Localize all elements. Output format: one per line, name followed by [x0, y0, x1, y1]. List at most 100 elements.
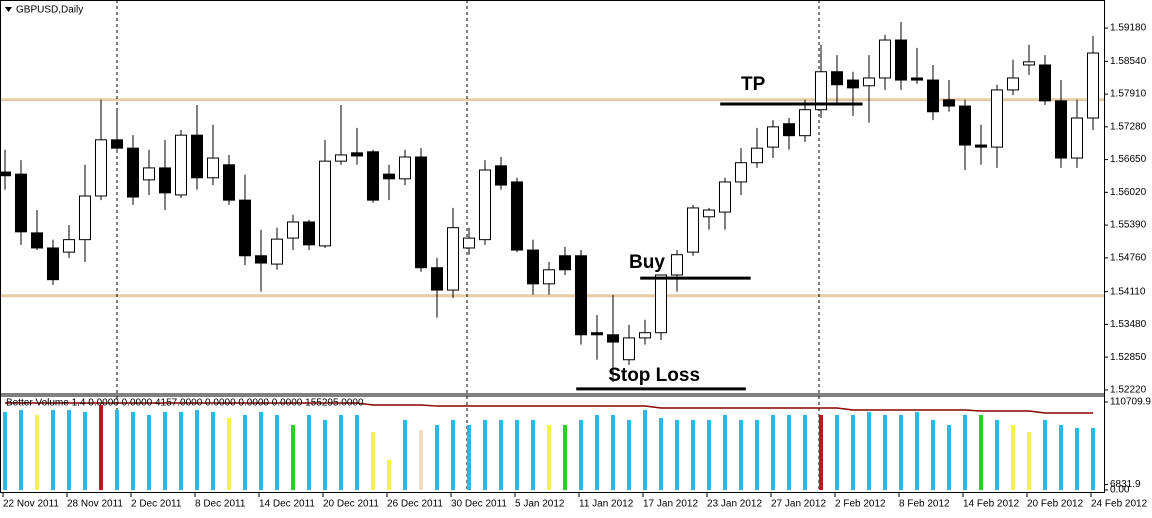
volume-bar [387, 460, 391, 490]
candle-body [79, 195, 91, 241]
candle-body [463, 237, 475, 249]
levels [0, 98, 1104, 298]
candle-body [367, 151, 379, 201]
candle-body [847, 79, 859, 89]
volume-bar [627, 419, 631, 490]
x-tick-label: 14 Feb 2012 [963, 499, 1020, 510]
volume-bar [755, 419, 759, 490]
candle-body [719, 181, 731, 213]
volume-bar [291, 424, 295, 490]
volume-average [5, 402, 1093, 414]
y-tick-label: 110709.9 [1110, 397, 1151, 408]
candle-body [495, 165, 507, 186]
candle-body [1039, 64, 1051, 102]
candle-body [239, 199, 251, 257]
candle-body [671, 254, 683, 276]
volume-bar [659, 417, 663, 490]
candle-body [687, 207, 699, 253]
candle-body [415, 156, 427, 269]
candle-body [447, 227, 459, 291]
y-tick-label: 0.00 [1110, 485, 1130, 496]
annotation-label: Stop Loss [608, 365, 700, 386]
volume-bar [803, 414, 807, 490]
candle-body [143, 167, 155, 181]
candle-body [95, 139, 107, 197]
candle-body [575, 255, 587, 336]
x-tick-label: 23 Jan 2012 [707, 499, 762, 510]
candle-body [1023, 61, 1035, 66]
volume-bar [563, 424, 567, 490]
volume-bar [1027, 431, 1031, 490]
candle-body [31, 232, 43, 249]
volume-bar [947, 424, 951, 490]
x-tick-label: 14 Dec 2011 [259, 499, 315, 510]
volume-bar [99, 405, 103, 490]
candle-body [399, 156, 411, 180]
volume-bar [195, 410, 199, 490]
volume-bar [3, 412, 7, 490]
volume-bar [451, 419, 455, 490]
volume-bar [883, 414, 887, 490]
candle-body [111, 139, 123, 149]
candle-body [815, 71, 827, 111]
candle-body [831, 71, 843, 86]
candle-body [479, 169, 491, 241]
menu-arrow[interactable] [5, 7, 12, 12]
volume-bar [243, 414, 247, 490]
annotation-label: Buy [629, 252, 665, 273]
volume-bar [211, 412, 215, 490]
candle-body [1087, 52, 1099, 119]
volume-bar [19, 410, 23, 490]
candle-body [799, 109, 811, 137]
volume-bar [1091, 428, 1095, 490]
volume-bar [819, 414, 823, 490]
volume-bar [371, 431, 375, 490]
candle-body [911, 77, 923, 81]
candle-body [863, 77, 875, 87]
volume-bar [227, 417, 231, 490]
x-tick-label: 17 Jan 2012 [643, 499, 698, 510]
candle-body [927, 79, 939, 113]
candle-body [191, 134, 203, 179]
y-tick-label: 1.55390 [1110, 220, 1147, 231]
volume-bar [547, 424, 551, 490]
volume [3, 402, 1095, 490]
x-tick-label: 27 Jan 2012 [771, 499, 826, 510]
candle-body [351, 152, 363, 157]
candle-body [559, 255, 571, 271]
candle-body [255, 255, 267, 264]
volume-bar [467, 424, 471, 490]
candle-body [1007, 77, 1019, 91]
volume-bar [499, 419, 503, 490]
volume-bar [595, 414, 599, 490]
indicator-title: Better Volume 1.4 0.0000 0.0000 4157.000… [6, 398, 364, 409]
plot-border [0, 0, 1105, 493]
candles: TP Buy Stop Loss [0, 21, 1099, 391]
volume-bar [787, 414, 791, 490]
candle-body [735, 162, 747, 183]
volume-bar [771, 414, 775, 490]
y-tick-label: 1.52850 [1110, 352, 1147, 363]
x-tick-label: 20 Dec 2011 [323, 499, 379, 510]
y-tick-label: 1.58540 [1110, 56, 1147, 67]
y-tick-label: 1.56020 [1110, 187, 1147, 198]
volume-bar [131, 412, 135, 490]
volume-bar [339, 414, 343, 490]
x-tick-label: 24 Feb 2012 [1091, 499, 1148, 510]
candle-body [623, 337, 635, 361]
candle-body [159, 167, 171, 194]
candle-body [207, 157, 219, 179]
volume-bar [515, 419, 519, 490]
candle-body [223, 164, 235, 201]
volume-bar [115, 410, 119, 490]
candle-body [431, 267, 443, 291]
candle-body [607, 334, 619, 343]
volume-bar [707, 419, 711, 490]
candle-body [287, 221, 299, 239]
x-tick-label: 20 Feb 2012 [1027, 499, 1084, 510]
candle-body [303, 221, 315, 246]
volume-bar [979, 414, 983, 490]
volume-bar [275, 414, 279, 490]
